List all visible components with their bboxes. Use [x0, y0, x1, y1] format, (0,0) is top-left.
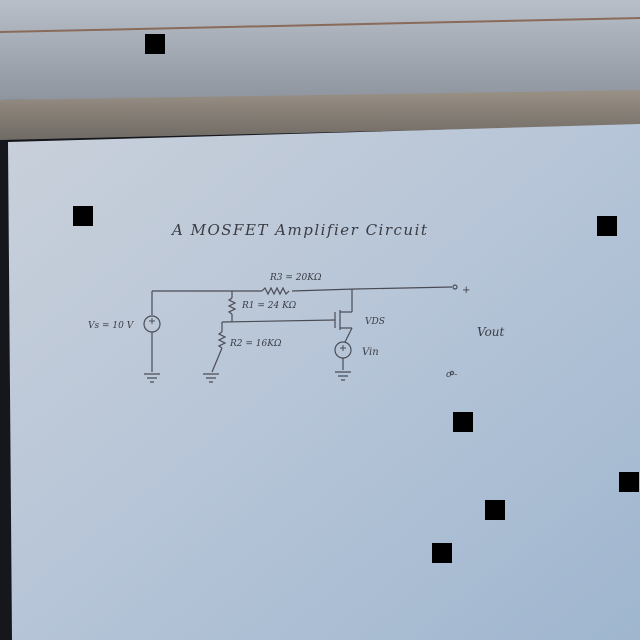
label-minus: o -	[446, 370, 457, 380]
resistor-r3	[261, 286, 290, 296]
label-plus: +	[462, 285, 470, 296]
resistor-r2	[217, 331, 227, 349]
label-vin: Vin	[362, 347, 379, 358]
label-r1: R1 = 24 KΩ	[241, 301, 297, 311]
occluder	[432, 543, 452, 563]
label-vout: Vout	[477, 325, 505, 339]
ground-middle	[203, 373, 219, 383]
output-terminal-bottom	[449, 370, 455, 376]
paper	[8, 124, 640, 640]
sheet-lip	[0, 90, 640, 140]
occluder	[73, 206, 93, 226]
output-terminal-top	[452, 284, 458, 290]
circuit	[143, 284, 458, 383]
top-edge-line	[0, 17, 640, 33]
occluder	[485, 500, 505, 520]
label-vds: VDS	[365, 317, 385, 327]
occluder	[597, 216, 617, 236]
label-vs: Vs = 10 V	[88, 321, 135, 331]
top-sheet	[0, 0, 640, 100]
resistor-r1	[227, 297, 237, 315]
diagram-title: A MOSFET Amplifier Circuit	[170, 221, 428, 239]
ground-right	[335, 371, 351, 381]
occluder	[145, 34, 165, 54]
occluder	[453, 412, 473, 432]
label-r2: R2 = 16KΩ	[229, 339, 282, 349]
occluder	[619, 472, 639, 492]
label-r3: R3 = 20KΩ	[269, 273, 322, 283]
ground-left	[144, 373, 160, 383]
